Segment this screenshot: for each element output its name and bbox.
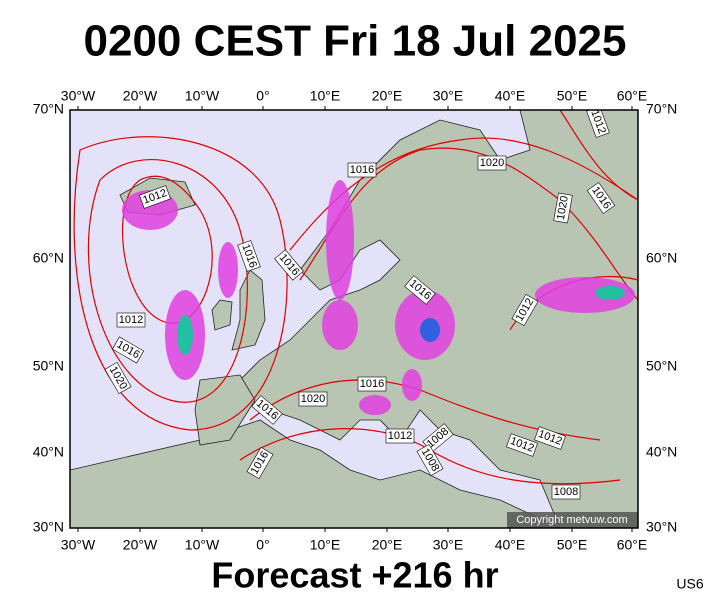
lon-label-bottom: 50°E [557,537,588,553]
isobar-label: 1016 [237,240,261,272]
isobar-label-box [104,361,132,395]
isobar-label: 1008 [551,484,581,500]
isobar-label-box [586,182,616,214]
isobar-label-box [404,275,436,305]
lon-label-bottom: 20°E [372,537,403,553]
isobar-label-text: 1020 [555,195,571,221]
isobar-label-box [139,185,171,209]
graticule-labels: 30°W 30°W 20°W 20°W 10°W 10°W 0° 0° 10°E 10°E 20°E… [33,88,678,553]
isobar-label: 1020 [553,192,573,224]
isobar-label-box [534,426,566,450]
lat-label-left: 50°N [33,358,64,374]
isobar-label-box [251,395,283,425]
map-title: 0200 CEST Fri 18 Jul 2025 [84,17,627,66]
isobar-label: 1016 [274,249,304,281]
isobar-label-box [586,110,610,138]
forecast-label: Forecast +216 hr [211,555,498,596]
lat-label-right: 30°N [646,519,677,535]
isobar-label: 1012 [139,185,171,209]
isobar-label: 1012 [534,426,566,450]
map-frame [69,109,639,529]
isobar-label-box [237,240,261,272]
isobar-label-box [347,162,377,178]
lon-label-bottom: 20°W [123,537,158,553]
isobar-label-box [553,192,573,224]
precipitation [122,180,635,415]
isobar-label-box [416,443,444,477]
lon-label-bottom: 60°E [617,537,648,553]
lon-label-top: 30°E [433,88,464,104]
isobar-label-box [246,446,274,480]
lon-label-top: 20°W [123,88,158,104]
lon-label-top: 50°E [557,88,588,104]
lon-label-top: 30°W [61,88,96,104]
isobar-label-text: 1012 [119,314,143,326]
lat-label-right: 40°N [646,444,677,460]
isobar-label: 1016 [347,162,377,178]
model-code: US6 [676,576,703,592]
lon-label-bottom: 40°E [495,537,526,553]
isobar-label: 1016 [357,376,387,392]
isobar-label: 1020 [298,391,328,407]
isobar-label-text: 1008 [554,486,578,498]
lon-label-top: 10°E [310,88,341,104]
isobar-label-box [506,433,538,457]
lon-label-bottom: 10°E [310,537,341,553]
isobar-label-text: 1016 [350,164,374,176]
lat-label-left: 40°N [33,444,64,460]
lon-label-bottom: 30°W [61,537,96,553]
lon-label-top: 10°W [185,88,220,104]
isobar-label-text: 1012 [388,430,412,442]
isobar-label-box [551,484,581,500]
isobar-label: 1012 [586,110,610,138]
lon-label-bottom: 0° [256,537,269,553]
lon-label-bottom: 30°E [433,537,464,553]
isobar-label: 1020 [477,155,507,171]
lat-label-right: 70°N [646,101,677,117]
copyright-box [507,512,638,528]
lat-label-right: 60°N [646,250,677,266]
isobar-label-box [274,249,304,281]
lon-label-top: 40°E [495,88,526,104]
lon-label-top: 60°E [617,88,648,104]
isobar-label-box [385,428,415,444]
isobar-label: 1012 [506,433,538,457]
isobar-label: 1012 [116,312,146,328]
isobar-label-text: 1020 [480,157,504,169]
lat-label-right: 50°N [646,358,677,374]
isobar-label-text: 1016 [360,378,384,390]
isobar-label-box [511,293,539,327]
isobar-label-box [357,376,387,392]
isobar-label: 1012 [385,428,415,444]
isobar-label-box [116,312,146,328]
lon-label-top: 20°E [372,88,403,104]
isobar-label-box [477,155,507,171]
isobar-label-box [298,391,328,407]
lat-label-left: 30°N [33,519,64,535]
lon-label-bottom: 10°W [185,537,220,553]
copyright: Copyright metvuw.com [516,514,627,526]
isobar-label-box [111,336,145,364]
lon-label-top: 0° [256,88,269,104]
lat-label-left: 70°N [33,101,64,117]
isobar-label-text: 1020 [301,393,325,405]
lat-label-left: 60°N [33,250,64,266]
